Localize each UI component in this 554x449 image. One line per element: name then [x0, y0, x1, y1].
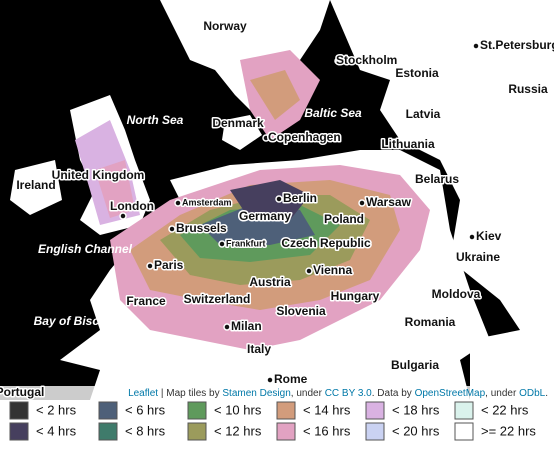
place-label: Poland [324, 212, 364, 226]
place-label: Estonia [395, 66, 439, 80]
city-dot [119, 212, 127, 220]
place-label: Copenhagen [268, 130, 341, 144]
attribution-link[interactable]: OpenStreetMap [415, 388, 486, 399]
place-label: Germany [239, 209, 291, 223]
attribution-link[interactable]: Leaflet [128, 388, 158, 399]
city-dot [174, 199, 182, 207]
place-label: London [110, 199, 154, 213]
city-dot [218, 240, 226, 248]
place-label: Kiev [476, 229, 502, 243]
attribution-text: . [545, 388, 548, 399]
place-label: Rome [274, 372, 308, 386]
legend-swatch [98, 422, 118, 441]
city-dot [358, 199, 366, 207]
place-label: Switzerland [184, 292, 251, 306]
legend-swatch [454, 422, 474, 441]
place-label: Romania [405, 315, 456, 329]
legend-swatch [187, 422, 207, 441]
place-label: St.Petersburg [480, 38, 554, 52]
city-dot [472, 42, 480, 50]
place-label: Paris [154, 258, 184, 272]
attribution-bg [0, 386, 554, 400]
place-label: Lithuania [381, 137, 435, 151]
legend-label: < 18 hrs [392, 402, 440, 417]
attribution-link[interactable]: CC BY 3.0 [325, 388, 372, 399]
attribution-link[interactable]: Stamen Design [222, 388, 290, 399]
city-dot [223, 323, 231, 331]
sea-label: Baltic Sea [304, 106, 362, 120]
legend-swatch [98, 401, 118, 420]
legend-swatch [9, 401, 29, 420]
place-label: Brussels [176, 221, 227, 235]
legend-swatch [365, 422, 385, 441]
legend-label: < 4 hrs [36, 423, 77, 438]
legend-label: < 12 hrs [214, 423, 262, 438]
legend-label: < 6 hrs [125, 402, 166, 417]
city-dot [305, 267, 313, 275]
place-label: Berlin [283, 191, 317, 205]
city-dot [146, 262, 154, 270]
attribution: Leaflet | Map tiles by Stamen Design, un… [128, 388, 548, 399]
legend-label: < 10 hrs [214, 402, 262, 417]
sea-label: Black Sea [482, 349, 539, 363]
place-label: Stockholm [336, 53, 397, 67]
legend-label: < 14 hrs [303, 402, 351, 417]
legend-swatch [365, 401, 385, 420]
place-label: Milan [231, 319, 262, 333]
sea-label: English Channel [38, 242, 133, 256]
place-label: Slovenia [276, 304, 326, 318]
attribution-link[interactable]: ODbL [519, 388, 546, 399]
place-label: Hungary [331, 289, 380, 303]
place-label: Italy [247, 342, 271, 356]
place-label: Frankfurt [226, 238, 266, 248]
sea-label: North Sea [127, 113, 184, 127]
legend-swatch [454, 401, 474, 420]
legend-label: < 20 hrs [392, 423, 440, 438]
legend-label: >= 22 hrs [481, 423, 536, 438]
place-label: Denmark [212, 116, 264, 130]
city-dot [468, 233, 476, 241]
place-label: Russia [508, 82, 548, 96]
attribution-text: | Map tiles by [158, 388, 222, 399]
attribution-text: , under [485, 388, 519, 399]
place-label: Warsaw [366, 195, 412, 209]
place-label: France [126, 294, 166, 308]
legend-swatch [187, 401, 207, 420]
place-label: Czech Republic [281, 236, 371, 250]
legend-label: < 8 hrs [125, 423, 166, 438]
place-label: Norway [203, 19, 247, 33]
city-dot [168, 225, 176, 233]
place-label: United Kingdom [52, 168, 145, 182]
legend-label: < 22 hrs [481, 402, 529, 417]
legend-swatch [276, 401, 296, 420]
place-label: Amsterdam [182, 197, 232, 207]
attribution-text: , under [291, 388, 325, 399]
sea-label: Adriatic Sea [264, 358, 335, 372]
legend-label: < 16 hrs [303, 423, 351, 438]
place-label: Austria [249, 275, 291, 289]
place-label: Vienna [313, 263, 352, 277]
city-dot [266, 376, 274, 384]
place-label: Latvia [406, 107, 441, 121]
legend-swatch [9, 422, 29, 441]
attribution-text: . Data by [372, 388, 415, 399]
city-dot [275, 195, 283, 203]
place-label: Ireland [16, 178, 55, 192]
place-label: Portugal [0, 385, 44, 399]
legend-label: < 2 hrs [36, 402, 77, 417]
sea-label: Bay of Biscay [34, 314, 114, 328]
city-dot [262, 134, 270, 142]
legend-swatch [276, 422, 296, 441]
place-label: Moldova [432, 287, 481, 301]
place-label: Belarus [415, 172, 459, 186]
city-dot [334, 57, 342, 65]
place-label: Ukraine [456, 250, 500, 264]
place-label: Bulgaria [391, 358, 439, 372]
travel-time-contours [75, 50, 430, 350]
